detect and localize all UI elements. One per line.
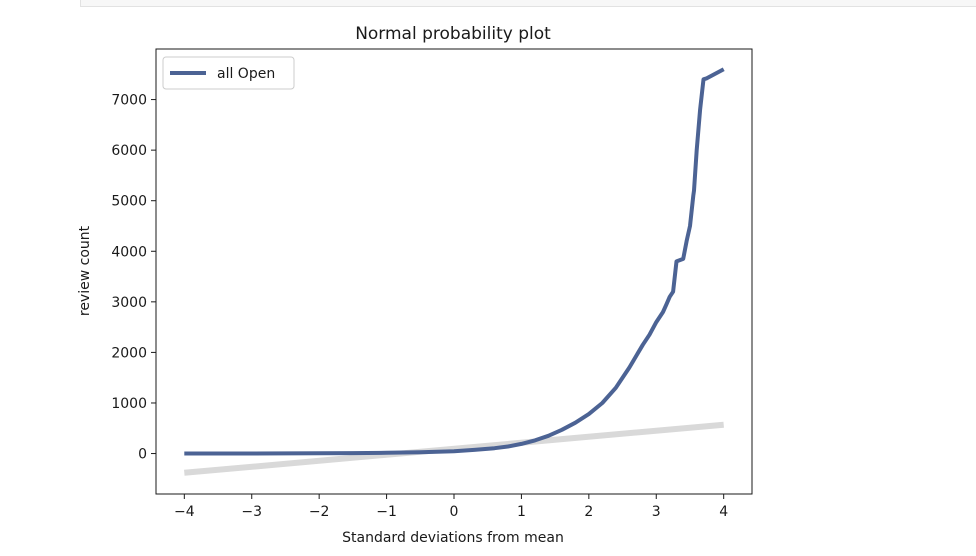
x-tick-label: 1 [517,504,526,520]
plot-area [184,67,725,476]
y-tick-label: 4000 [111,244,147,260]
x-tick-label: 2 [584,504,593,520]
series-line-all-open [184,67,725,456]
model-line [184,421,724,476]
chart-title: Normal probability plot [355,24,551,44]
y-tick-label: 3000 [111,295,147,311]
x-tick-label: −1 [376,504,397,520]
y-tick-label: 1000 [111,396,147,412]
x-tick-label: −4 [174,504,195,520]
x-axis-title: Standard deviations from mean [342,530,564,546]
y-tick-label: 5000 [111,194,147,210]
notebook-cell-top-border [80,0,976,7]
y-tick-label: 6000 [111,143,147,159]
legend-box [162,56,295,90]
x-tick-label: 4 [719,504,728,520]
x-tick-label: −3 [241,504,262,520]
x-tick-label: 3 [652,504,661,520]
x-tick-label: −2 [309,504,330,520]
x-tick-label: 0 [450,504,459,520]
legend: all Open [162,56,295,90]
y-tick-label: 2000 [111,345,147,361]
x-axis: −4 −3 −2 −1 0 1 2 3 4 [174,494,728,520]
y-tick-label: 7000 [111,93,147,109]
y-axis-title: review count [77,225,93,316]
y-axis: 0 1000 2000 3000 4000 5000 6000 7000 [111,93,156,463]
legend-label: all Open [217,66,275,82]
y-tick-label: 0 [138,447,147,463]
